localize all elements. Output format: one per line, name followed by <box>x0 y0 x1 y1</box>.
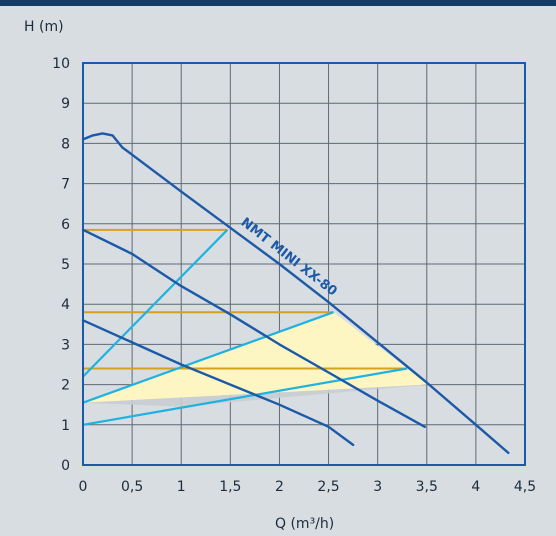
pump-curve <box>81 132 510 455</box>
x-tick-label: 4,5 <box>514 479 536 495</box>
pump-curve <box>81 228 426 428</box>
y-axis-ticks: 0 1 2 3 4 5 6 7 8 9 10 <box>52 56 70 474</box>
y-tick-label: 10 <box>52 56 70 72</box>
y-tick-label: 1 <box>61 418 70 434</box>
x-tick-label: 3,5 <box>416 479 438 495</box>
y-tick-label: 4 <box>61 297 70 313</box>
y-tick-label: 5 <box>61 257 70 273</box>
x-tick-label: 1,5 <box>219 479 241 495</box>
x-axis-label: Q (m³/h) <box>275 516 334 532</box>
y-tick-label: 7 <box>61 177 70 193</box>
y-axis-label: H (m) <box>24 19 64 35</box>
x-axis-ticks: 0 0,5 1 1,5 2 2,5 3 3,5 4 4,5 <box>79 479 537 495</box>
x-tick-label: 4 <box>471 479 480 495</box>
y-tick-label: 8 <box>61 136 70 152</box>
x-tick-label: 3 <box>373 479 382 495</box>
x-tick-label: 1 <box>177 479 186 495</box>
system-curve <box>82 311 334 404</box>
system-curves <box>82 229 408 426</box>
x-tick-label: 2,5 <box>317 479 339 495</box>
top-bar <box>0 0 556 6</box>
plot-frame <box>82 62 526 466</box>
y-tick-label: 6 <box>61 217 70 233</box>
setpoint-lines <box>83 228 408 370</box>
x-tick-label: 0,5 <box>121 479 143 495</box>
system-curve <box>82 367 408 426</box>
y-tick-label: 2 <box>61 378 70 394</box>
x-tick-label: 2 <box>275 479 284 495</box>
system-curve <box>82 229 229 378</box>
y-tick-label: 0 <box>61 458 70 474</box>
y-tick-label: 3 <box>61 337 70 353</box>
y-tick-label: 9 <box>61 96 70 112</box>
pump-curves <box>81 132 510 455</box>
pump-curve <box>81 319 355 447</box>
x-tick-label: 0 <box>79 479 88 495</box>
